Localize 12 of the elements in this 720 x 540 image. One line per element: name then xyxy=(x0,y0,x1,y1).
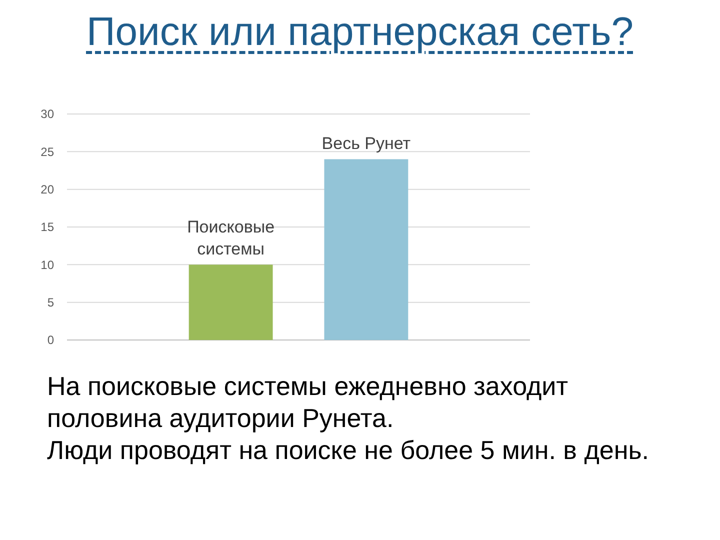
text: На поисковые системы ежедневно заходит половина аудитории Рунета. xyxy=(47,370,570,434)
y-tick-label: 30 xyxy=(40,107,54,122)
y-tick-label: 0 xyxy=(47,333,54,348)
series-label: Весь Рунет xyxy=(322,134,411,154)
series-label: Поисковые системы xyxy=(187,218,275,259)
y-tick-label: 5 xyxy=(47,296,54,310)
y-tick-label: 10 xyxy=(40,258,54,272)
y-tick-label: 25 xyxy=(40,144,54,159)
chart-title: Поиск или партнерская сеть? xyxy=(86,10,634,55)
y-tick-label: 15 xyxy=(40,220,54,234)
text: Люди проводят на поиске не более 5 мин. в день. xyxy=(47,434,650,466)
y-tick-label: 20 xyxy=(40,182,54,197)
